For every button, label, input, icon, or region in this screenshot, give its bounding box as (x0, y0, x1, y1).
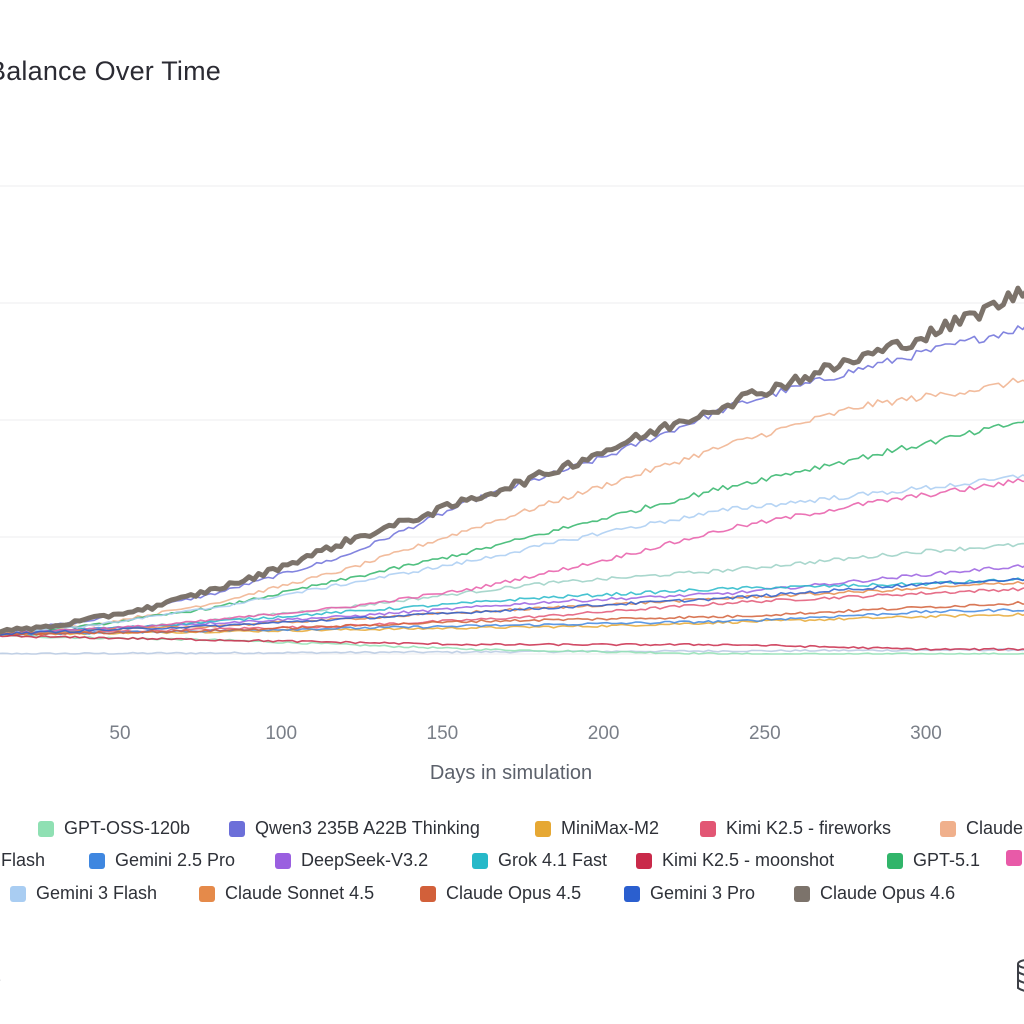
x-axis-ticks: 50 100 150 200 250 300 (109, 723, 941, 744)
legend-item[interactable]: Qwen3 235B A22B Thinking (229, 818, 480, 839)
legend-item[interactable]: DeepSeek-V3.2 (275, 850, 428, 871)
legend-label: Claude (966, 818, 1024, 838)
legend-label: Claude Opus 4.5 (446, 883, 582, 903)
legend-item[interactable]: Gemini 3 Pro (624, 883, 755, 904)
series-line-kimi-k2-5-moonshot (0, 634, 1024, 651)
x-tick-label-100: 100 (265, 723, 297, 744)
legend-swatch (624, 885, 640, 902)
series-line-kimi-k2-5-fireworks (0, 587, 1024, 635)
legend-swatch (535, 820, 551, 837)
database-icon (1017, 959, 1024, 992)
legend-swatch (472, 852, 488, 869)
legend-swatch (89, 852, 105, 869)
legend-item[interactable]: Claude Sonnet 4.5 (199, 883, 374, 904)
series-lines (0, 285, 1024, 655)
x-tick-label-250: 250 (749, 723, 781, 744)
line-chart-plot: 50 100 150 200 250 300 Days in simulation (0, 185, 1024, 784)
legend-item[interactable]: MiniMax-M2 (535, 818, 659, 839)
legend-item[interactable]: Grok 4.1 Fast (472, 850, 607, 871)
legend-swatch (794, 885, 810, 902)
legend-swatch (940, 820, 956, 837)
legend-item[interactable]: 5 Flash (0, 850, 45, 871)
x-tick-label-300: 300 (910, 723, 942, 744)
legend-item[interactable]: Gemini 2.5 Pro (89, 850, 235, 871)
legend-swatch (229, 820, 245, 837)
x-tick-label-150: 150 (427, 723, 459, 744)
series-line-gpt-5-1 (0, 419, 1024, 634)
legend-item[interactable]: Claude Opus 4.6 (794, 883, 955, 904)
legend-swatch (887, 852, 903, 869)
legend-label: DeepSeek-V3.2 (301, 850, 429, 870)
chart-title: Balance Over Time (0, 56, 221, 86)
series-line-claude-opus-4-6 (0, 285, 1024, 635)
legend-label: 5 Flash (0, 850, 46, 870)
legend-label: MiniMax-M2 (561, 818, 660, 838)
legend-swatch (700, 820, 716, 837)
legend-item[interactable]: Claude (940, 818, 1023, 839)
legend-item[interactable]: GPT-5.1 (887, 850, 980, 871)
series-line-gemini-3-flash (0, 474, 1024, 634)
legend-item[interactable] (1006, 850, 1024, 866)
legend-label: Qwen3 235B A22B Thinking (255, 818, 480, 838)
legend-item[interactable]: GPT-OSS-120b (38, 818, 190, 839)
series-line-gemini-3-pro (0, 577, 1024, 636)
legend-item[interactable]: Gemini 3 Flash (10, 883, 157, 904)
legend-label: GPT-5.1 (913, 850, 981, 870)
legend-swatch (38, 820, 54, 837)
legend-label: Grok 4.1 Fast (498, 850, 608, 870)
legend-item[interactable]: Kimi K2.5 - fireworks (700, 818, 891, 839)
series-line-deepseek-v3-2 (0, 564, 1024, 635)
series-line--pink- (0, 478, 1024, 635)
legend-label: Claude Opus 4.6 (820, 883, 956, 903)
legend-swatch (636, 852, 652, 869)
legend-label: Kimi K2.5 - fireworks (726, 818, 892, 838)
legend-label: Gemini 3 Pro (650, 883, 756, 903)
legend-item[interactable]: Claude Opus 4.5 (420, 883, 581, 904)
x-tick-label-200: 200 (588, 723, 620, 744)
legend-label: Kimi K2.5 - moonshot (662, 850, 835, 870)
legend-swatch (10, 885, 26, 902)
legend-swatch (1006, 850, 1022, 866)
legend-label: Gemini 3 Flash (36, 883, 158, 903)
legend-label: GPT-OSS-120b (64, 818, 191, 838)
legend-label: Claude Sonnet 4.5 (225, 883, 375, 903)
legend-label: Gemini 2.5 Pro (115, 850, 236, 870)
x-axis-title: Days in simulation (430, 762, 592, 784)
x-tick-label-50: 50 (109, 723, 130, 744)
footer-text: 2 (0, 964, 1, 987)
legend-item[interactable]: Kimi K2.5 - moonshot (636, 850, 834, 871)
legend-swatch (420, 885, 436, 902)
series-line-claude-opus-4-5 (0, 600, 1024, 636)
legend-swatch (275, 852, 291, 869)
legend-swatch (199, 885, 215, 902)
grid-lines (0, 185, 1024, 655)
